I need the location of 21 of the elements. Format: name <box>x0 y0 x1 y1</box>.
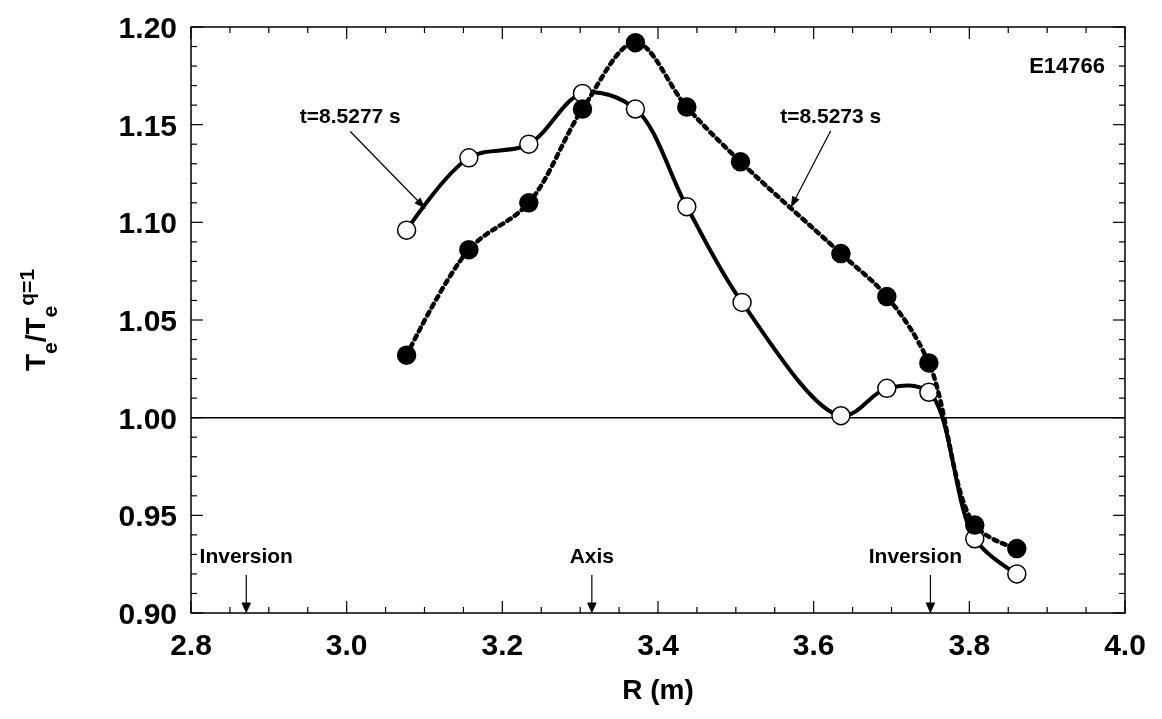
x-tick-label: 3.6 <box>792 628 835 661</box>
x-tick-label: 3.8 <box>948 628 991 661</box>
x-tick-label: 3.0 <box>325 628 368 661</box>
text: t=8.5277 s <box>299 104 401 128</box>
text: t=8.5273 s <box>780 103 882 127</box>
x-tick-label: 3.2 <box>481 628 524 661</box>
y-tick-label: 1.00 <box>118 401 177 435</box>
y-tick-label: 1.05 <box>118 304 177 337</box>
y-tick-label: 1.10 <box>118 206 177 240</box>
annotation: E14766 <box>1029 53 1105 78</box>
y-tick-label: 0.90 <box>118 597 177 630</box>
x-tick-label: 4.0 <box>1104 628 1146 661</box>
y-tick-label: 1.20 <box>118 11 177 44</box>
x-tick-label: 2.8 <box>170 628 212 661</box>
ref-line-label: Axis <box>569 544 615 567</box>
ref-line-label: Inversion <box>199 544 293 567</box>
y-tick-label: 0.95 <box>118 499 177 533</box>
x-tick-label: 3.4 <box>637 628 680 661</box>
x-axis-title: R (m) <box>622 674 694 705</box>
y-tick-label: 1.15 <box>118 108 177 142</box>
ref-line-label: Inversion <box>868 544 963 567</box>
